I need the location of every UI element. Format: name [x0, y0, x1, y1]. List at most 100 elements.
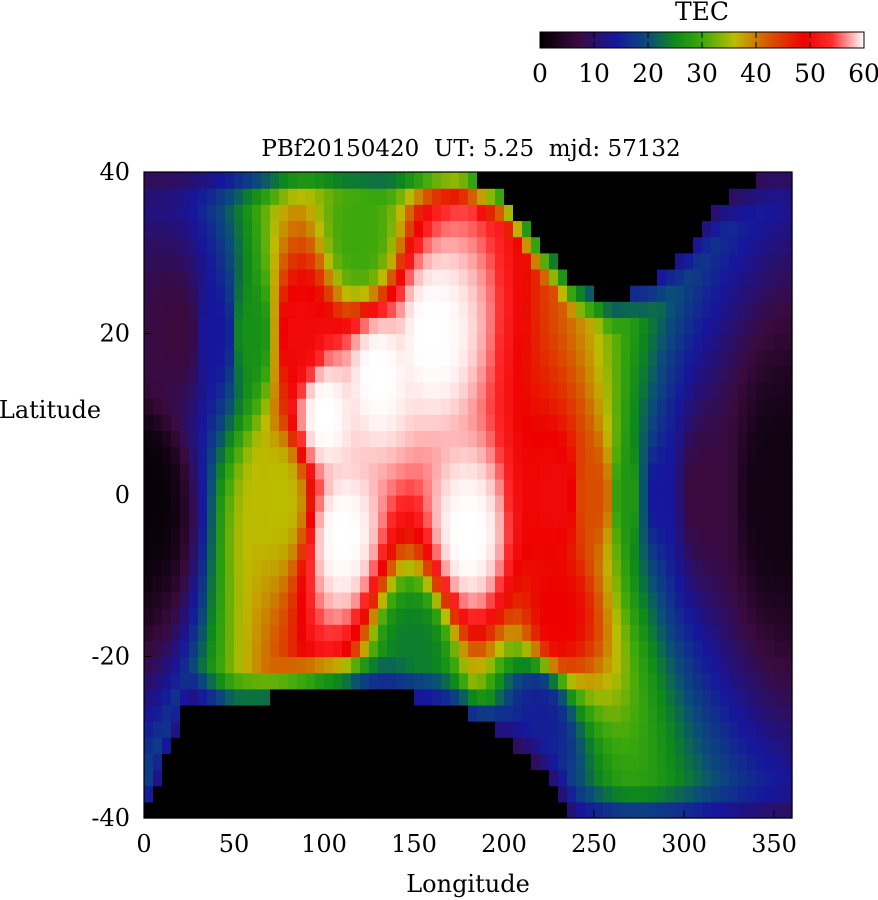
- heatmap-cell: [783, 543, 793, 561]
- chart-title: PBf20150420 UT: 5.25 mjd: 57132: [261, 136, 680, 162]
- heatmap-cell: [630, 591, 640, 609]
- heatmap-cell: [468, 430, 478, 448]
- heatmap-cell: [450, 236, 460, 254]
- heatmap-cell: [315, 381, 325, 399]
- heatmap-cell: [252, 511, 262, 528]
- heatmap-cell: [477, 220, 487, 238]
- heatmap-cell: [702, 801, 712, 819]
- heatmap-cell: [171, 591, 181, 609]
- heatmap-cell: [666, 591, 676, 609]
- heatmap-cell: [630, 333, 640, 351]
- heatmap-cell: [432, 769, 442, 787]
- heatmap-cell: [756, 236, 766, 254]
- heatmap-cell: [468, 285, 478, 302]
- heatmap-cell: [639, 640, 649, 658]
- heatmap-cell: [495, 753, 505, 771]
- heatmap-cell: [333, 188, 343, 205]
- heatmap-cell: [657, 204, 667, 222]
- heatmap-cell: [702, 268, 712, 286]
- heatmap-cell: [216, 559, 226, 577]
- heatmap-cell: [657, 398, 667, 415]
- heatmap-cell: [774, 333, 784, 351]
- heatmap-cell: [747, 608, 757, 625]
- heatmap-cell: [234, 624, 244, 641]
- heatmap-cell: [306, 624, 316, 641]
- heatmap-cell: [144, 236, 154, 254]
- heatmap-cell: [459, 543, 469, 561]
- heatmap-cell: [477, 365, 487, 383]
- heatmap-cell: [576, 430, 586, 448]
- heatmap-cell: [675, 301, 685, 318]
- heatmap-cell: [693, 365, 703, 383]
- heatmap-cell: [216, 608, 226, 625]
- heatmap-cell: [216, 704, 226, 722]
- heatmap-cell: [729, 446, 739, 464]
- heatmap-cell: [216, 462, 226, 480]
- heatmap-cell: [486, 268, 496, 286]
- heatmap-cell: [144, 656, 154, 674]
- heatmap-cell: [189, 268, 199, 286]
- heatmap-cell: [702, 478, 712, 496]
- heatmap-cell: [747, 543, 757, 561]
- heatmap-cell: [666, 608, 676, 625]
- heatmap-cell: [216, 478, 226, 496]
- heatmap-cell: [144, 414, 154, 431]
- heatmap-cell: [234, 801, 244, 819]
- heatmap-cell: [666, 285, 676, 302]
- heatmap-cell: [198, 543, 208, 561]
- heatmap-cell: [666, 349, 676, 367]
- heatmap-cell: [468, 495, 478, 512]
- heatmap-cell: [549, 624, 559, 641]
- heatmap-cell: [279, 317, 289, 335]
- heatmap-cell: [585, 414, 595, 431]
- heatmap-cell: [540, 462, 550, 480]
- heatmap-cell: [765, 672, 775, 690]
- heatmap-cell: [270, 188, 280, 205]
- heatmap-cell: [558, 624, 568, 641]
- heatmap-cell: [252, 317, 262, 335]
- heatmap-cell: [369, 801, 379, 819]
- heatmap-cell: [729, 478, 739, 496]
- heatmap-cell: [729, 591, 739, 609]
- heatmap-cell: [702, 204, 712, 222]
- heatmap-cell: [729, 575, 739, 593]
- heatmap-cell: [513, 381, 523, 399]
- heatmap-cell: [540, 769, 550, 787]
- heatmap-cell: [198, 252, 208, 270]
- heatmap-cell: [648, 801, 658, 819]
- heatmap-cell: [225, 624, 235, 641]
- heatmap-cell: [423, 381, 433, 399]
- heatmap-cell: [522, 430, 532, 448]
- heatmap-cell: [360, 737, 370, 754]
- heatmap-cell: [603, 172, 613, 189]
- heatmap-cell: [243, 236, 253, 254]
- heatmap-cell: [576, 381, 586, 399]
- heatmap-cell: [153, 785, 163, 803]
- heatmap-cell: [783, 365, 793, 383]
- heatmap-cell: [603, 608, 613, 625]
- heatmap-cell: [378, 236, 388, 254]
- heatmap-cell: [774, 527, 784, 545]
- heatmap-cell: [306, 785, 316, 803]
- heatmap-cell: [666, 656, 676, 674]
- heatmap-cell: [531, 220, 541, 238]
- heatmap-cell: [675, 769, 685, 787]
- colorbar-tick-label: 40: [740, 59, 772, 88]
- heatmap-cell: [378, 688, 388, 706]
- heatmap-cell: [261, 543, 271, 561]
- heatmap-cell: [378, 252, 388, 270]
- heatmap-cell: [252, 769, 262, 787]
- heatmap-cell: [396, 188, 406, 205]
- heatmap-cell: [369, 543, 379, 561]
- heatmap-cell: [261, 220, 271, 238]
- heatmap-cell: [612, 446, 622, 464]
- heatmap-cell: [342, 462, 352, 480]
- heatmap-cell: [378, 301, 388, 318]
- heatmap-cell: [684, 268, 694, 286]
- heatmap-cell: [684, 381, 694, 399]
- heatmap-cell: [783, 430, 793, 448]
- heatmap-cell: [441, 333, 451, 351]
- heatmap-cell: [558, 301, 568, 318]
- heatmap-cell: [396, 478, 406, 496]
- heatmap-cell: [360, 478, 370, 496]
